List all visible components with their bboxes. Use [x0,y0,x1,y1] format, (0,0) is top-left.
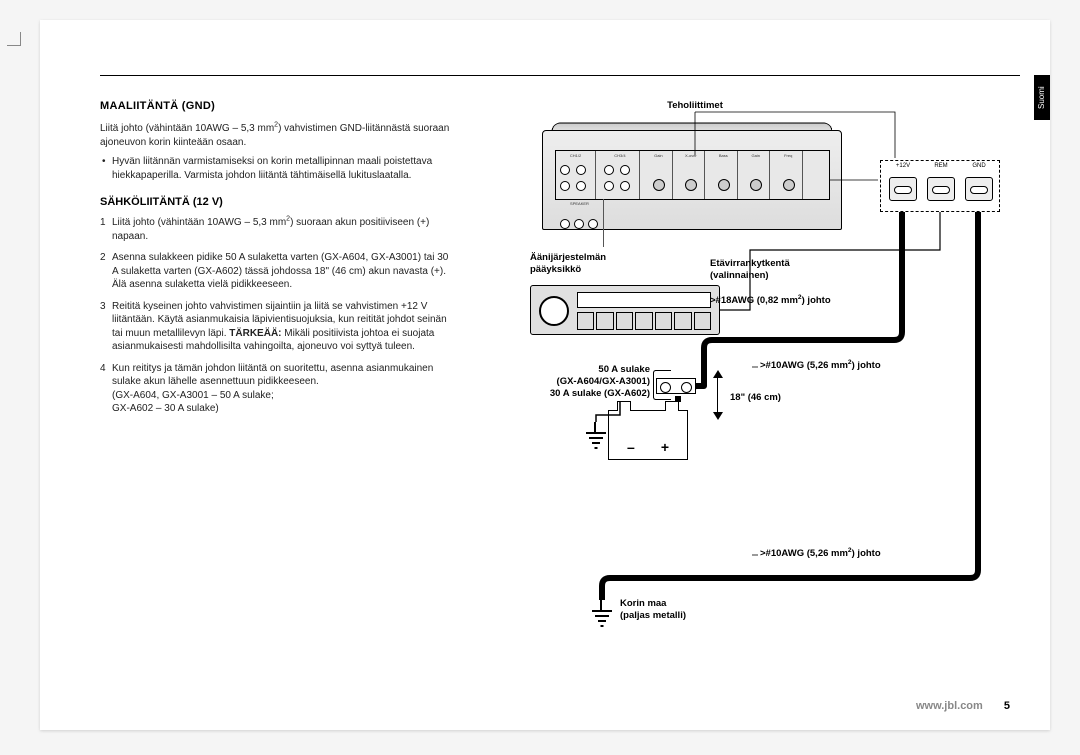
content-area: MAALIITÄNTÄ (GND) Liitä johto (vähintään… [100,100,1020,690]
power-terminal-box: +12V REM GND [880,160,1000,212]
amplifier-panel: CH1/2 CH3/4 Gain X-over Bass Gain Freq S… [555,150,830,200]
headunit-buttons [577,312,711,330]
plus-sign: + [661,439,669,455]
knob-slot: Freq [775,151,803,199]
terminal-12v [889,177,917,201]
bullet-list: Hyvän liitännän varmistamiseksi on korin… [100,155,450,182]
wire18-label: >#18AWG (0,82 mm2) johto [710,295,880,307]
important-label: TÄRKEÄÄ: [229,328,281,339]
footer-url: www.jbl.com [916,700,983,712]
list-item: Kun reititys ja tämän johdon liitäntä on… [100,362,450,416]
battery: – + [608,410,688,460]
knob-slot: Gain [645,151,673,199]
text-column: MAALIITÄNTÄ (GND) Liitä johto (vähintään… [100,100,450,424]
minus-sign: – [627,439,635,455]
distance-arrow [713,370,723,420]
knob-slot: Bass [710,151,738,199]
paragraph: Liitä johto (vähintään 10AWG – 5,3 mm2) … [100,122,450,149]
remote-label: Etävirrankytkentä(valinnainen) [710,258,840,282]
speaker-slot: SPEAKER [556,199,604,247]
wire10-label-b: >#10AWG (5,26 mm2) johto [760,548,940,560]
crop-mark [20,32,21,46]
rca-slot: CH3/4 [600,151,640,199]
headunit-knob [539,296,569,326]
head-unit [530,285,720,335]
terminal-label: GND [965,163,993,169]
wiring-diagram: Teholiittimet CH1/2 CH3/4 Gain X-over Ba… [500,100,1000,660]
page: Suomi MAALIITÄNTÄ (GND) Liitä johto (väh… [40,20,1050,730]
headunit-display [577,292,711,308]
ground-icon [586,432,606,450]
terminal-rem [927,177,955,201]
terminal-label: +12V [889,163,917,169]
list-item: Asenna sulakkeen pidike 50 A sulaketta v… [100,251,450,292]
knob-slot: Gain [742,151,770,199]
terminal-label: REM [927,163,955,169]
list-item: Hyvän liitännän varmistamiseksi on korin… [100,155,450,182]
amp-label: Teholiittimet [620,100,770,112]
distance-label: 18" (46 cm) [730,392,781,404]
crop-mark [7,45,21,46]
page-number: 5 [1004,700,1010,712]
knob-slot: X-over [677,151,705,199]
fuse [656,378,696,394]
footer: www.jbl.com 5 [916,700,1010,712]
chassis-ground-label: Korin maa(paljas metalli) [620,598,740,622]
top-rule [100,75,1020,76]
battery-neg-post [617,401,631,411]
section-title-12v: SÄHKÖLIITÄNTÄ (12 V) [100,196,450,208]
headunit-label: Äänijärjestelmänpääyksikkö [530,252,660,276]
battery-pos-post [665,401,679,411]
terminal-gnd [965,177,993,201]
list-item: Liitä johto (vähintään 10AWG – 5,3 mm2) … [100,216,450,243]
chassis-ground-icon [592,610,612,628]
rca-slot: CH1/2 [556,151,596,199]
list-item: Reititä kyseinen johto vahvistimen sijai… [100,300,450,354]
wire10-label-a: >#10AWG (5,26 mm2) johto [760,360,940,372]
language-tab: Suomi [1034,75,1050,120]
fuse-label: 50 A sulake(GX-A604/GX-A3001)30 A sulake… [500,364,650,400]
numbered-list: Liitä johto (vähintään 10AWG – 5,3 mm2) … [100,216,450,416]
section-title-gnd: MAALIITÄNTÄ (GND) [100,100,450,112]
